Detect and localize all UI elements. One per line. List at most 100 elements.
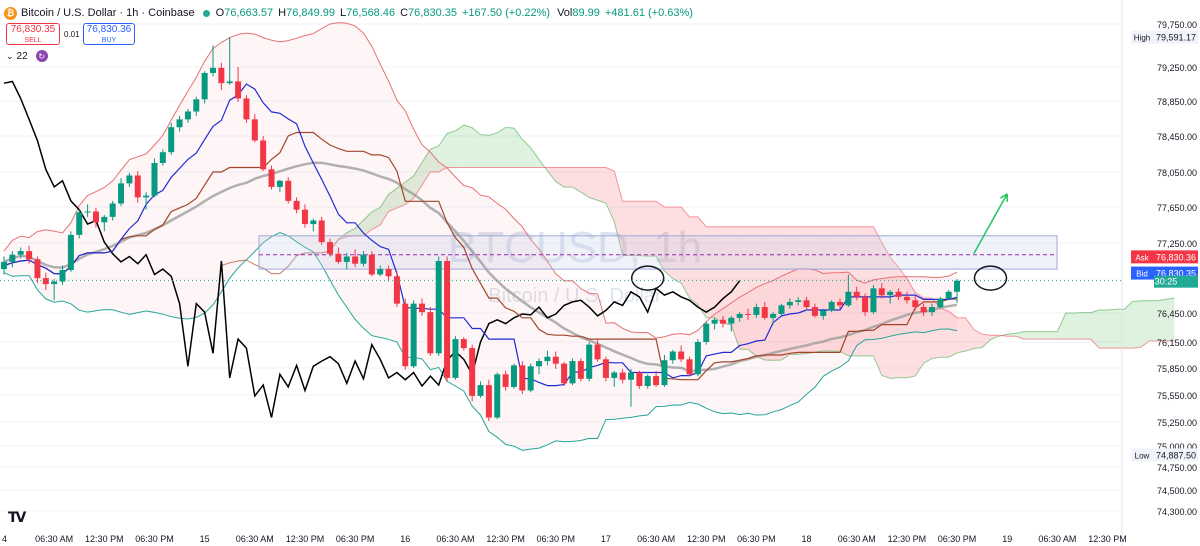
candle-body <box>577 361 584 379</box>
cloud-segment <box>948 311 958 358</box>
cloud-segment <box>798 226 807 355</box>
cloud-segment <box>814 226 824 353</box>
candle-body <box>368 254 375 275</box>
candle-body <box>343 256 350 262</box>
annotation-arrow <box>973 193 1008 255</box>
candle-body <box>845 291 852 306</box>
price-tick-label: 76,450.00 <box>1157 309 1197 319</box>
time-tick-label: 06:30 PM <box>336 534 375 544</box>
candle-body <box>544 356 551 362</box>
candle-body <box>837 301 843 306</box>
last-price-bg <box>1154 275 1198 288</box>
cloud-segment <box>1057 313 1066 340</box>
refresh-icon[interactable]: ↻ <box>35 50 48 62</box>
candle-body <box>327 242 334 254</box>
tradingview-logo-icon[interactable]: TV <box>8 510 26 526</box>
candle-body <box>151 163 158 196</box>
candle-body <box>101 216 108 223</box>
bitcoin-icon: ₿ <box>4 6 17 20</box>
candle-body <box>310 220 317 225</box>
cloud-segment <box>472 127 481 168</box>
candle-body <box>293 200 300 210</box>
cloud-segment <box>597 167 606 204</box>
cloud-segment <box>965 317 974 352</box>
candle-body <box>452 339 459 378</box>
cloud-segment <box>580 167 590 198</box>
candle-body <box>402 303 409 367</box>
cloud-segment <box>689 216 698 305</box>
cloud-segment <box>371 207 381 230</box>
candle-body <box>519 365 526 391</box>
indicator-toggle[interactable]: ⌄ 22 ↻ <box>6 50 48 62</box>
price-tick-label: 75,550.00 <box>1157 391 1197 401</box>
conversion-line <box>3 83 958 387</box>
chevron-down-icon[interactable]: ⌄ <box>6 50 14 61</box>
cloud-segment <box>957 317 966 353</box>
cloud-segment <box>1107 309 1116 349</box>
cloud-segment <box>865 226 874 356</box>
time-tick-label: 16 <box>400 534 410 544</box>
cloud-segment <box>831 226 840 352</box>
cloud-segment <box>555 167 565 188</box>
candle-body <box>251 119 258 141</box>
logo-text: TV <box>8 510 26 526</box>
candle-body <box>143 195 150 198</box>
cloud-segment <box>856 226 866 356</box>
cloud-segment <box>706 226 715 318</box>
symbol-title[interactable]: Bitcoin / U.S. Dollar · 1h · Coinbase <box>21 7 195 19</box>
cloud-segment <box>1149 300 1158 342</box>
candle-body <box>318 220 325 243</box>
high-value: 76,849.99 <box>286 7 336 19</box>
candle-body <box>644 376 651 386</box>
ask-marker-value: 76,830.36 <box>1156 252 1196 262</box>
lagging-span-line <box>3 80 741 418</box>
cloud-segment <box>1015 331 1024 340</box>
candle-body <box>552 356 559 364</box>
candle-body <box>226 81 233 84</box>
sell-label: SELL <box>24 37 42 44</box>
price-tick-label: 78,050.00 <box>1157 168 1197 178</box>
candle-body <box>761 307 768 318</box>
cloud-segment <box>1099 310 1108 349</box>
cloud-segment <box>923 298 932 364</box>
cloud-segment <box>1065 313 1075 340</box>
candle-body <box>753 307 760 315</box>
annotation-ellipse <box>630 265 665 291</box>
price-tick-label: 75,850.00 <box>1157 364 1197 374</box>
candle-body <box>878 288 885 296</box>
time-tick-label: 06:30 PM <box>938 534 977 544</box>
cloud-segment <box>422 149 431 186</box>
candle-body <box>494 374 501 418</box>
cloud-segment <box>664 207 673 279</box>
low-marker: Low 74,887.50 <box>1131 448 1198 462</box>
high-marker-value-bg <box>1154 30 1198 44</box>
candle-body <box>9 254 16 262</box>
candle-body <box>477 385 484 396</box>
buy-button[interactable]: 76,830.36 BUY <box>83 23 135 45</box>
low-value: 76,568.46 <box>346 7 396 19</box>
price-tick-label: 74,750.00 <box>1157 463 1197 473</box>
candle-body <box>59 270 66 282</box>
candle-body <box>795 300 802 302</box>
sell-button[interactable]: 76,830.35 SELL <box>6 23 60 45</box>
candle-body <box>76 212 83 235</box>
price-tick-label: 78,450.00 <box>1157 132 1197 142</box>
time-tick-label: 12:30 PM <box>286 534 325 544</box>
candle-body <box>678 351 685 360</box>
span-b-line <box>221 167 1175 349</box>
cloud-segment <box>1032 331 1041 340</box>
close-label: C <box>400 7 409 19</box>
candle-body <box>268 169 275 187</box>
candle-body <box>602 359 609 378</box>
volume-change: +481.61 (+0.63%) <box>604 7 693 19</box>
cloud-segment <box>789 226 799 355</box>
candle-body <box>527 366 534 391</box>
candle-body <box>745 313 752 315</box>
cloud-segment <box>973 329 983 349</box>
candle-body <box>427 312 434 354</box>
candle-body <box>862 296 869 313</box>
cloud-segment <box>488 132 498 168</box>
time-tick-label: 12:30 PM <box>486 534 525 544</box>
time-tick-label: 06:30 PM <box>536 534 575 544</box>
